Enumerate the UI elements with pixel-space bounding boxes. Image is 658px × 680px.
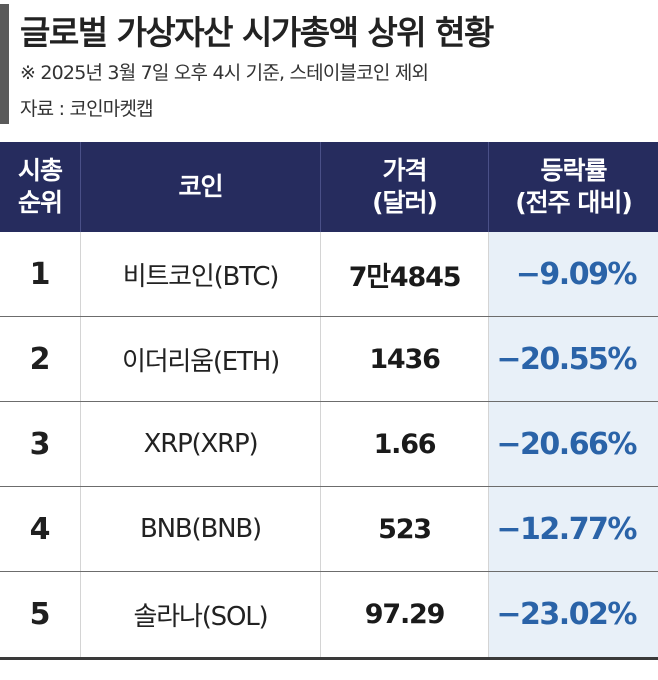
- table-row: 5 솔라나(SOL) 97.29 −23.02%: [0, 572, 658, 660]
- infographic-header: 글로벌 가상자산 시가총액 상위 현황 ※ 2025년 3월 7일 오후 4시 …: [0, 0, 658, 132]
- page-title: 글로벌 가상자산 시가총액 상위 현황: [20, 13, 494, 52]
- table-row: 3 XRP(XRP) 1.66 −20.66%: [0, 402, 658, 487]
- table-row: 4 BNB(BNB) 523 −12.77%: [0, 487, 658, 572]
- column-header-rank-line1: 시총: [17, 156, 63, 185]
- market-cap-table: 시총 순위 코인 가격 (달러) 등락률 (전주 대비) 1 비트코인(BTC)…: [0, 142, 658, 680]
- column-header-rank: 시총 순위: [0, 142, 80, 232]
- table-body: 1 비트코인(BTC) 7만4845 −9.09% 2 이더리움(ETH) 14…: [0, 232, 658, 660]
- table-row: 1 비트코인(BTC) 7만4845 −9.09%: [0, 232, 658, 317]
- column-header-coin: 코인: [80, 142, 320, 232]
- column-header-price: 가격 (달러): [320, 142, 488, 232]
- coin-cell: 솔라나(SOL): [80, 572, 320, 657]
- table-row: 2 이더리움(ETH) 1436 −20.55%: [0, 317, 658, 402]
- price-cell: 97.29: [320, 572, 488, 657]
- price-cell: 523: [320, 487, 488, 571]
- price-cell: 1.66: [320, 402, 488, 486]
- column-header-rank-line2: 순위: [17, 188, 63, 217]
- coin-cell: 이더리움(ETH): [80, 317, 320, 401]
- price-cell: 7만4845: [320, 232, 488, 316]
- column-header-price-line1: 가격: [382, 156, 427, 185]
- rank-cell: 4: [29, 511, 51, 547]
- rank-cell: 3: [29, 426, 51, 462]
- price-cell: 1436: [320, 317, 488, 401]
- coin-cell: 비트코인(BTC): [80, 232, 320, 316]
- change-cell: −20.66%: [488, 402, 658, 486]
- coin-cell: BNB(BNB): [80, 487, 320, 571]
- column-header-coin-line1: 코인: [178, 172, 223, 201]
- date-note: ※ 2025년 3월 7일 오후 4시 기준, 스테이블코인 제외: [20, 62, 429, 84]
- change-cell: −9.09%: [488, 232, 658, 316]
- table-header-row: 시총 순위 코인 가격 (달러) 등락률 (전주 대비): [0, 142, 658, 232]
- rank-cell: 5: [29, 597, 51, 632]
- column-header-change-line1: 등락률: [540, 156, 607, 185]
- change-cell: −20.55%: [488, 317, 658, 401]
- coin-cell: XRP(XRP): [80, 402, 320, 486]
- column-header-price-line2: (달러): [372, 188, 438, 217]
- rank-cell: 2: [29, 341, 51, 377]
- header-accent-bar: [0, 4, 9, 124]
- column-header-change: 등락률 (전주 대비): [488, 142, 658, 232]
- change-cell: −23.02%: [488, 572, 658, 657]
- change-cell: −12.77%: [488, 487, 658, 571]
- source-note: 자료 : 코인마켓캡: [20, 98, 154, 120]
- rank-cell: 1: [29, 256, 51, 292]
- column-header-change-line2: (전주 대비): [515, 188, 633, 217]
